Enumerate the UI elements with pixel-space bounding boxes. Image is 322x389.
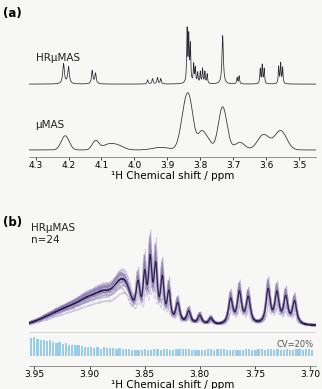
- Bar: [68, 345, 70, 356]
- Bar: [62, 344, 64, 356]
- Bar: [292, 350, 294, 356]
- Bar: [242, 350, 244, 356]
- Bar: [169, 350, 171, 356]
- Bar: [87, 347, 89, 356]
- Bar: [33, 337, 35, 356]
- Bar: [298, 349, 301, 356]
- Bar: [96, 347, 99, 356]
- Bar: [80, 346, 83, 356]
- Text: μMAS: μMAS: [35, 120, 65, 130]
- Bar: [197, 350, 200, 356]
- Bar: [55, 343, 58, 356]
- Bar: [106, 348, 108, 356]
- Bar: [260, 349, 263, 356]
- Bar: [201, 350, 203, 356]
- Bar: [254, 350, 257, 356]
- Bar: [223, 349, 225, 356]
- Bar: [276, 349, 279, 356]
- Bar: [147, 350, 149, 356]
- Bar: [71, 345, 73, 356]
- Bar: [226, 350, 228, 356]
- Bar: [286, 349, 288, 356]
- Bar: [49, 340, 51, 356]
- Bar: [178, 349, 181, 356]
- Bar: [77, 345, 80, 356]
- Bar: [84, 347, 86, 356]
- Bar: [141, 350, 143, 356]
- Bar: [283, 350, 285, 356]
- Bar: [40, 340, 42, 356]
- Bar: [191, 350, 194, 356]
- Bar: [311, 350, 313, 356]
- Bar: [279, 350, 282, 356]
- X-axis label: ¹H Chemical shift / ppm: ¹H Chemical shift / ppm: [110, 380, 234, 389]
- Bar: [172, 350, 175, 356]
- Bar: [52, 342, 54, 356]
- X-axis label: ¹H Chemical shift / ppm: ¹H Chemical shift / ppm: [110, 172, 234, 181]
- Bar: [99, 349, 102, 356]
- Bar: [125, 349, 127, 356]
- Bar: [59, 342, 61, 356]
- Bar: [43, 340, 45, 356]
- Bar: [46, 341, 48, 356]
- Bar: [175, 349, 177, 356]
- Bar: [166, 349, 168, 356]
- Bar: [239, 350, 241, 356]
- Bar: [115, 349, 118, 356]
- Bar: [122, 349, 124, 356]
- Bar: [65, 343, 67, 356]
- Bar: [74, 345, 77, 356]
- Bar: [308, 349, 310, 356]
- Bar: [207, 349, 209, 356]
- Bar: [118, 348, 121, 356]
- Text: HRμMAS: HRμMAS: [35, 53, 80, 63]
- Bar: [109, 348, 111, 356]
- Bar: [103, 347, 105, 356]
- Bar: [248, 349, 250, 356]
- Bar: [251, 350, 253, 356]
- Bar: [305, 349, 307, 356]
- Text: HRμMAS: HRμMAS: [31, 223, 75, 233]
- Text: (b): (b): [3, 216, 22, 229]
- Bar: [156, 349, 159, 356]
- Bar: [220, 349, 222, 356]
- Bar: [128, 349, 130, 356]
- Bar: [159, 350, 162, 356]
- Bar: [235, 350, 238, 356]
- Bar: [295, 349, 298, 356]
- Bar: [273, 350, 276, 356]
- Bar: [137, 350, 140, 356]
- Bar: [112, 348, 114, 356]
- Bar: [188, 349, 190, 356]
- Bar: [216, 349, 219, 356]
- Bar: [267, 349, 269, 356]
- Bar: [264, 350, 266, 356]
- Bar: [245, 349, 247, 356]
- Text: (a): (a): [3, 7, 22, 20]
- Bar: [36, 339, 39, 356]
- Bar: [30, 338, 32, 356]
- Bar: [93, 348, 95, 356]
- Bar: [163, 349, 165, 356]
- Bar: [150, 350, 152, 356]
- Bar: [232, 350, 234, 356]
- Bar: [204, 350, 206, 356]
- Bar: [194, 350, 196, 356]
- Bar: [210, 349, 212, 356]
- Bar: [258, 349, 260, 356]
- Bar: [131, 350, 133, 356]
- Bar: [90, 347, 92, 356]
- Text: CV=20%: CV=20%: [276, 340, 313, 349]
- Bar: [270, 349, 272, 356]
- Bar: [213, 350, 215, 356]
- Bar: [144, 349, 146, 356]
- Bar: [229, 350, 231, 356]
- Bar: [289, 350, 291, 356]
- Bar: [182, 349, 184, 356]
- Bar: [185, 349, 187, 356]
- Bar: [302, 350, 304, 356]
- Text: n=24: n=24: [31, 235, 60, 245]
- Bar: [134, 350, 137, 356]
- Bar: [153, 349, 156, 356]
